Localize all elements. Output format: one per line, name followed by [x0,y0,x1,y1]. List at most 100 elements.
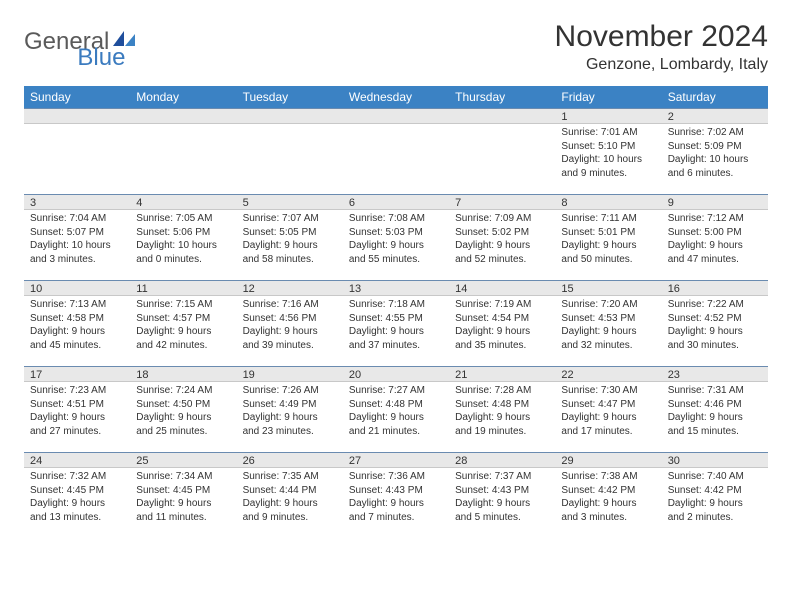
day-details: Sunrise: 7:19 AMSunset: 4:54 PMDaylight:… [449,296,555,356]
sunrise-text: Sunrise: 7:27 AM [349,384,443,398]
sunset-text: Sunset: 4:47 PM [561,398,655,412]
sunrise-text: Sunrise: 7:07 AM [243,212,337,226]
daylight-text: Daylight: 10 hours and 0 minutes. [136,239,230,266]
day-details: Sunrise: 7:01 AMSunset: 5:10 PMDaylight:… [555,124,661,184]
sunrise-text: Sunrise: 7:11 AM [561,212,655,226]
day-number: 12 [237,280,343,296]
day-number: 2 [662,108,768,124]
daylight-text: Daylight: 10 hours and 3 minutes. [30,239,124,266]
daylight-text: Daylight: 9 hours and 35 minutes. [455,325,549,352]
calendar-day-cell: 21Sunrise: 7:28 AMSunset: 4:48 PMDayligh… [449,366,555,452]
calendar-day-cell [24,108,130,194]
day-details: Sunrise: 7:34 AMSunset: 4:45 PMDaylight:… [130,468,236,528]
sunrise-text: Sunrise: 7:16 AM [243,298,337,312]
sunset-text: Sunset: 5:10 PM [561,140,655,154]
daylight-text: Daylight: 9 hours and 23 minutes. [243,411,337,438]
calendar-day-cell: 25Sunrise: 7:34 AMSunset: 4:45 PMDayligh… [130,452,236,538]
daylight-text: Daylight: 9 hours and 11 minutes. [136,497,230,524]
day-number [24,108,130,124]
sunrise-text: Sunrise: 7:24 AM [136,384,230,398]
calendar-day-cell: 30Sunrise: 7:40 AMSunset: 4:42 PMDayligh… [662,452,768,538]
sunset-text: Sunset: 4:50 PM [136,398,230,412]
sunrise-text: Sunrise: 7:09 AM [455,212,549,226]
sunrise-text: Sunrise: 7:35 AM [243,470,337,484]
weekday-header: Sunday [24,86,130,108]
day-number: 23 [662,366,768,382]
day-number: 11 [130,280,236,296]
daylight-text: Daylight: 9 hours and 47 minutes. [668,239,762,266]
sunrise-text: Sunrise: 7:30 AM [561,384,655,398]
calendar-day-cell [237,108,343,194]
day-details: Sunrise: 7:28 AMSunset: 4:48 PMDaylight:… [449,382,555,442]
calendar-day-cell: 24Sunrise: 7:32 AMSunset: 4:45 PMDayligh… [24,452,130,538]
sunrise-text: Sunrise: 7:19 AM [455,298,549,312]
daylight-text: Daylight: 9 hours and 15 minutes. [668,411,762,438]
daylight-text: Daylight: 9 hours and 25 minutes. [136,411,230,438]
calendar-day-cell [449,108,555,194]
daylight-text: Daylight: 9 hours and 50 minutes. [561,239,655,266]
weekday-header-row: SundayMondayTuesdayWednesdayThursdayFrid… [24,86,768,108]
logo-text-blue: Blue [77,44,125,72]
day-details: Sunrise: 7:20 AMSunset: 4:53 PMDaylight:… [555,296,661,356]
day-number: 29 [555,452,661,468]
weekday-header: Tuesday [237,86,343,108]
sunrise-text: Sunrise: 7:23 AM [30,384,124,398]
sunrise-text: Sunrise: 7:02 AM [668,126,762,140]
calendar-day-cell: 12Sunrise: 7:16 AMSunset: 4:56 PMDayligh… [237,280,343,366]
header: General Blue November 2024 Genzone, Lomb… [24,20,768,74]
day-details: Sunrise: 7:13 AMSunset: 4:58 PMDaylight:… [24,296,130,356]
day-number: 8 [555,194,661,210]
calendar-day-cell: 19Sunrise: 7:26 AMSunset: 4:49 PMDayligh… [237,366,343,452]
day-details: Sunrise: 7:35 AMSunset: 4:44 PMDaylight:… [237,468,343,528]
day-details: Sunrise: 7:08 AMSunset: 5:03 PMDaylight:… [343,210,449,270]
calendar-day-cell: 28Sunrise: 7:37 AMSunset: 4:43 PMDayligh… [449,452,555,538]
day-details: Sunrise: 7:27 AMSunset: 4:48 PMDaylight:… [343,382,449,442]
day-details: Sunrise: 7:31 AMSunset: 4:46 PMDaylight:… [662,382,768,442]
day-details: Sunrise: 7:24 AMSunset: 4:50 PMDaylight:… [130,382,236,442]
calendar-week-row: 1Sunrise: 7:01 AMSunset: 5:10 PMDaylight… [24,108,768,194]
day-details: Sunrise: 7:30 AMSunset: 4:47 PMDaylight:… [555,382,661,442]
day-details: Sunrise: 7:40 AMSunset: 4:42 PMDaylight:… [662,468,768,528]
daylight-text: Daylight: 9 hours and 55 minutes. [349,239,443,266]
daylight-text: Daylight: 9 hours and 42 minutes. [136,325,230,352]
sunset-text: Sunset: 4:48 PM [349,398,443,412]
day-details: Sunrise: 7:07 AMSunset: 5:05 PMDaylight:… [237,210,343,270]
daylight-text: Daylight: 9 hours and 7 minutes. [349,497,443,524]
day-number [343,108,449,124]
day-number: 14 [449,280,555,296]
day-number: 22 [555,366,661,382]
day-number [237,108,343,124]
day-details: Sunrise: 7:18 AMSunset: 4:55 PMDaylight:… [343,296,449,356]
calendar-day-cell: 20Sunrise: 7:27 AMSunset: 4:48 PMDayligh… [343,366,449,452]
sunrise-text: Sunrise: 7:34 AM [136,470,230,484]
sunset-text: Sunset: 4:57 PM [136,312,230,326]
sunset-text: Sunset: 4:46 PM [668,398,762,412]
calendar-day-cell: 9Sunrise: 7:12 AMSunset: 5:00 PMDaylight… [662,194,768,280]
calendar-day-cell: 10Sunrise: 7:13 AMSunset: 4:58 PMDayligh… [24,280,130,366]
calendar-day-cell: 7Sunrise: 7:09 AMSunset: 5:02 PMDaylight… [449,194,555,280]
sunset-text: Sunset: 4:52 PM [668,312,762,326]
daylight-text: Daylight: 9 hours and 45 minutes. [30,325,124,352]
sunset-text: Sunset: 4:42 PM [668,484,762,498]
calendar-week-row: 17Sunrise: 7:23 AMSunset: 4:51 PMDayligh… [24,366,768,452]
day-number: 4 [130,194,236,210]
logo: General Blue [24,20,183,56]
day-number: 18 [130,366,236,382]
daylight-text: Daylight: 9 hours and 32 minutes. [561,325,655,352]
calendar-body: 1Sunrise: 7:01 AMSunset: 5:10 PMDaylight… [24,108,768,538]
calendar-day-cell [343,108,449,194]
location-text: Genzone, Lombardy, Italy [555,56,768,74]
sunset-text: Sunset: 4:42 PM [561,484,655,498]
sunset-text: Sunset: 4:43 PM [455,484,549,498]
calendar-week-row: 24Sunrise: 7:32 AMSunset: 4:45 PMDayligh… [24,452,768,538]
calendar-week-row: 10Sunrise: 7:13 AMSunset: 4:58 PMDayligh… [24,280,768,366]
daylight-text: Daylight: 9 hours and 21 minutes. [349,411,443,438]
day-number: 9 [662,194,768,210]
weekday-header: Friday [555,86,661,108]
sunset-text: Sunset: 5:06 PM [136,226,230,240]
sunset-text: Sunset: 4:54 PM [455,312,549,326]
day-details: Sunrise: 7:04 AMSunset: 5:07 PMDaylight:… [24,210,130,270]
sunset-text: Sunset: 4:51 PM [30,398,124,412]
daylight-text: Daylight: 9 hours and 3 minutes. [561,497,655,524]
weekday-header: Wednesday [343,86,449,108]
